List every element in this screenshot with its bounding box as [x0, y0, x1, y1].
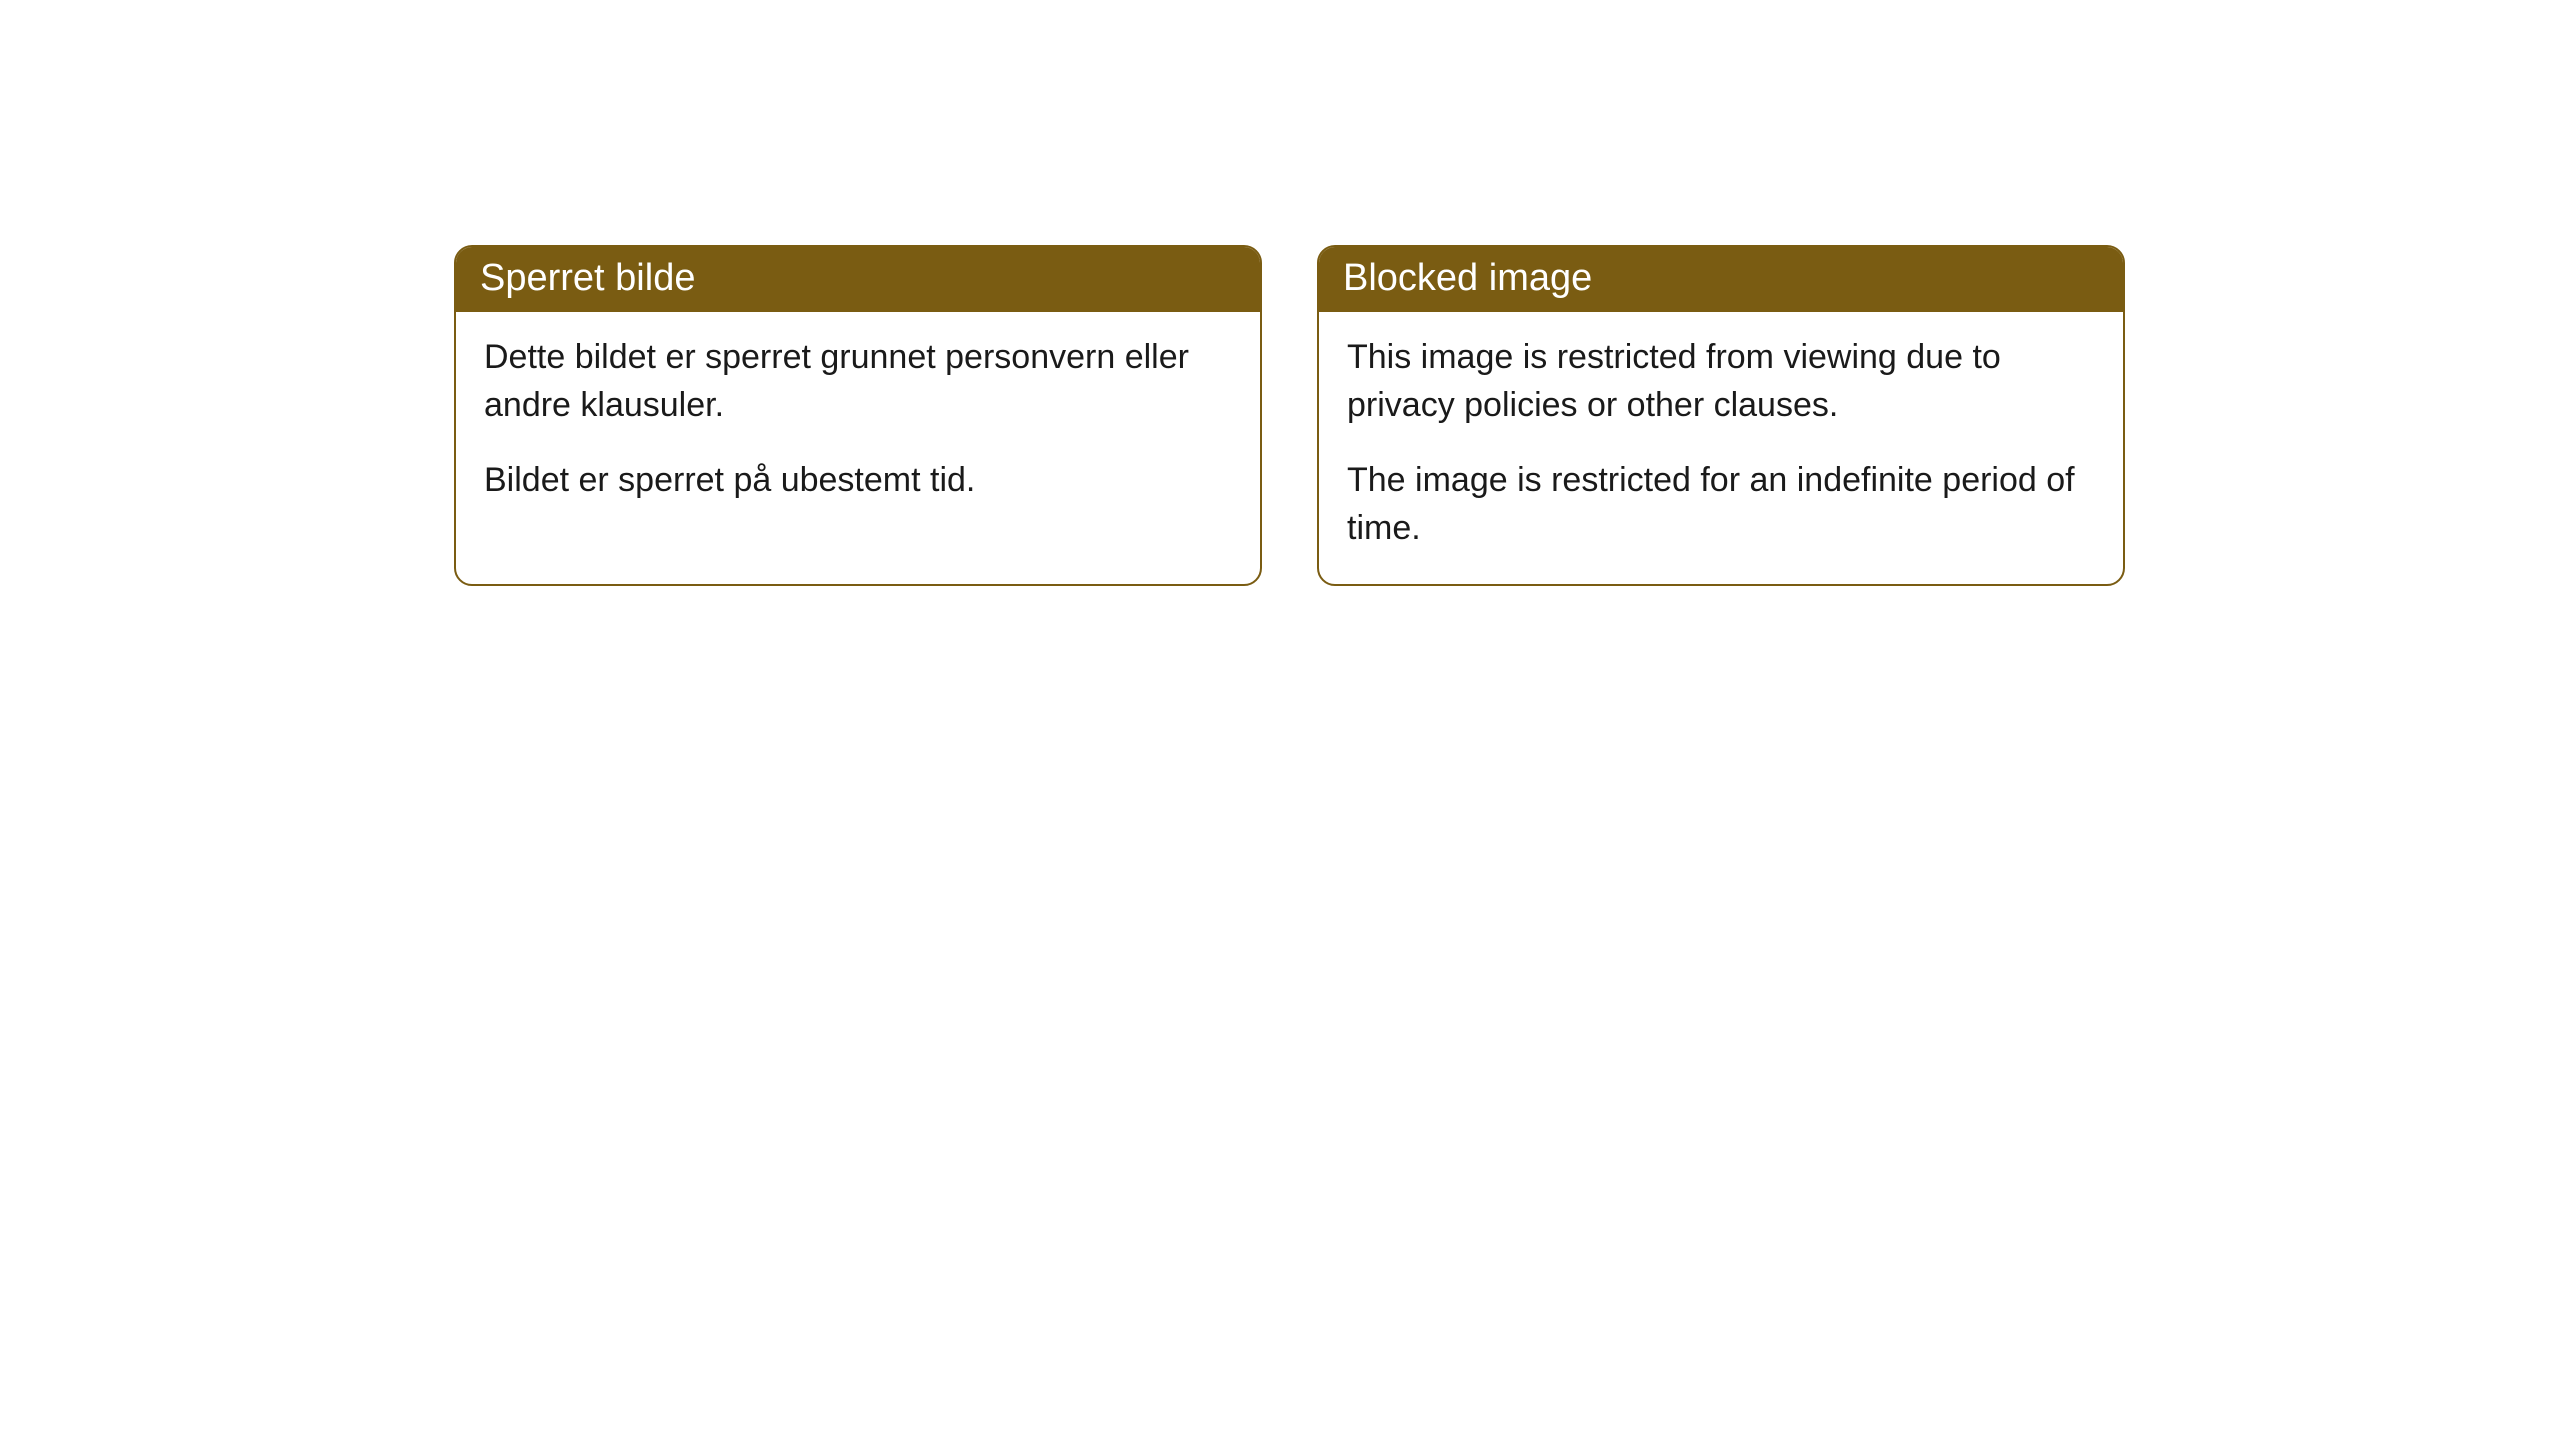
notice-header-norwegian: Sperret bilde: [456, 247, 1260, 312]
notice-body-norwegian: Dette bildet er sperret grunnet personve…: [456, 312, 1260, 537]
notice-container: Sperret bilde Dette bildet er sperret gr…: [454, 245, 2560, 586]
notice-text-norwegian-1: Dette bildet er sperret grunnet personve…: [484, 334, 1232, 429]
notice-header-english: Blocked image: [1319, 247, 2123, 312]
notice-body-english: This image is restricted from viewing du…: [1319, 312, 2123, 584]
notice-text-english-1: This image is restricted from viewing du…: [1347, 334, 2095, 429]
notice-card-english: Blocked image This image is restricted f…: [1317, 245, 2125, 586]
notice-text-english-2: The image is restricted for an indefinit…: [1347, 457, 2095, 552]
notice-text-norwegian-2: Bildet er sperret på ubestemt tid.: [484, 457, 1232, 505]
notice-card-norwegian: Sperret bilde Dette bildet er sperret gr…: [454, 245, 1262, 586]
